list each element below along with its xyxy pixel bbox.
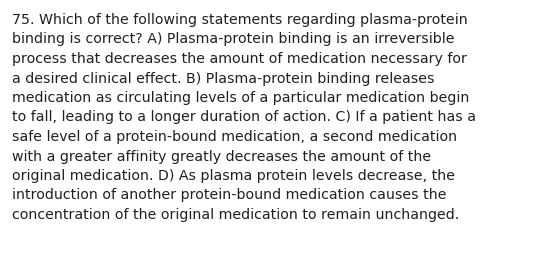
Text: 75. Which of the following statements regarding plasma-protein
binding is correc: 75. Which of the following statements re… bbox=[12, 13, 476, 222]
